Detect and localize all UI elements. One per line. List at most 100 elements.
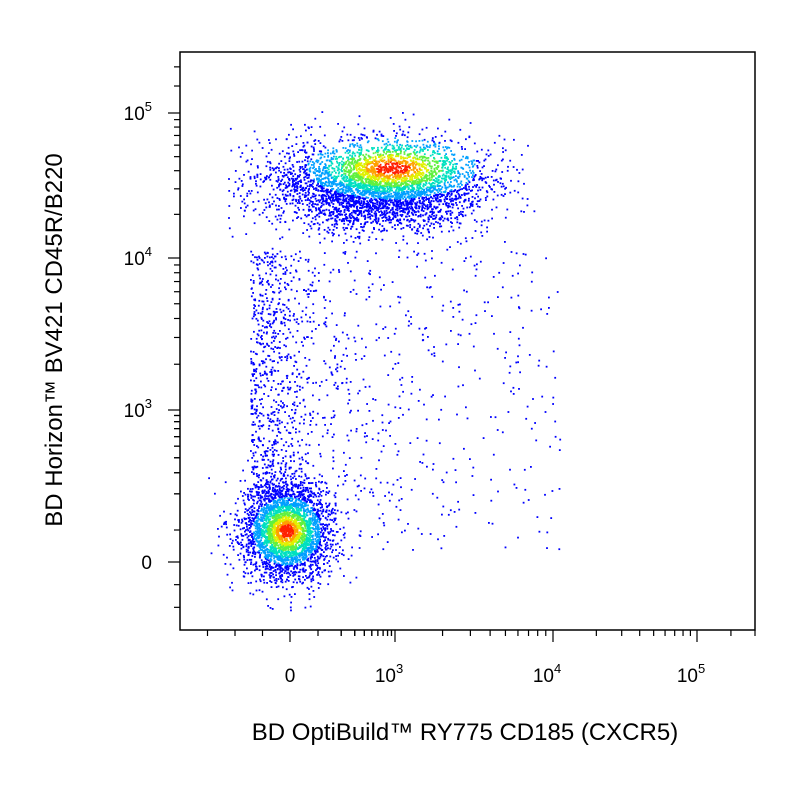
event-dot — [379, 180, 382, 183]
event-dot — [276, 180, 279, 183]
event-dot — [399, 214, 402, 216]
event-dot — [335, 195, 338, 198]
event-dot — [406, 157, 409, 160]
event-dot — [432, 151, 434, 154]
event-dot — [410, 160, 413, 162]
event-dot — [294, 561, 297, 564]
event-dot — [338, 198, 341, 200]
event-dot — [315, 160, 318, 163]
event-dot — [333, 199, 336, 202]
event-dot — [437, 187, 440, 190]
event-dot — [307, 534, 310, 536]
event-dot — [384, 175, 386, 178]
event-dot — [280, 180, 282, 182]
event-dot — [303, 179, 306, 181]
event-dot — [421, 234, 424, 237]
event-dot — [234, 181, 237, 183]
event-dot — [289, 548, 292, 551]
event-dot — [425, 198, 428, 200]
event-dot — [448, 195, 451, 198]
event-dot — [451, 197, 453, 200]
event-dot — [273, 200, 275, 203]
event-dot — [480, 231, 483, 234]
event-dot — [352, 172, 355, 175]
event-dot — [318, 194, 321, 197]
event-dot — [315, 525, 317, 528]
event-dot — [434, 197, 437, 199]
event-dot — [443, 198, 446, 201]
event-dot — [333, 180, 336, 183]
event-dot — [339, 195, 342, 198]
event-dot — [449, 163, 451, 166]
event-dot — [458, 194, 461, 196]
event-dot — [360, 173, 363, 176]
event-dot — [347, 179, 350, 182]
event-dot — [398, 186, 401, 189]
event-dot — [311, 201, 314, 203]
event-dot — [451, 176, 454, 179]
event-dot — [464, 184, 467, 186]
event-dot — [315, 207, 317, 209]
event-dot — [283, 198, 286, 200]
event-dot — [321, 193, 324, 196]
event-dot — [381, 211, 383, 214]
event-dot — [315, 200, 318, 202]
event-dot — [479, 176, 482, 178]
event-dot — [293, 188, 296, 191]
event-dot — [337, 191, 340, 193]
event-dot — [330, 196, 333, 199]
event-dot — [347, 174, 350, 176]
event-dot — [374, 187, 376, 190]
event-dot — [416, 169, 418, 171]
event-dot — [271, 203, 274, 205]
event-dot — [386, 144, 389, 147]
event-dot — [314, 139, 317, 141]
event-dot — [335, 193, 338, 196]
event-dot — [360, 164, 362, 167]
event-dot — [331, 199, 334, 202]
event-dot — [354, 154, 357, 157]
event-dot — [457, 177, 460, 179]
event-dot — [333, 494, 336, 497]
event-dot — [433, 179, 435, 181]
event-dot — [383, 210, 386, 213]
event-dot — [483, 219, 486, 222]
event-dot — [428, 161, 431, 164]
event-dot — [422, 163, 425, 165]
event-dot — [414, 164, 417, 166]
event-dot — [328, 214, 331, 217]
event-dot — [292, 198, 295, 201]
event-dot — [382, 216, 385, 218]
event-dot — [353, 195, 355, 197]
event-dot — [408, 166, 411, 169]
event-dot — [400, 215, 403, 218]
event-dot — [452, 170, 455, 173]
event-dot — [385, 152, 387, 155]
event-dot — [465, 163, 467, 166]
event-dot — [433, 174, 435, 177]
event-dot — [277, 176, 280, 178]
event-dot — [444, 156, 446, 159]
event-dot — [435, 180, 438, 182]
event-dot — [478, 186, 481, 189]
event-dot — [351, 155, 354, 157]
event-dot — [290, 177, 293, 180]
event-dot — [432, 211, 435, 214]
event-dot — [333, 175, 336, 178]
event-dot — [320, 202, 323, 205]
event-dot — [340, 155, 342, 158]
event-dot — [413, 191, 416, 194]
event-dot — [291, 172, 293, 175]
event-dot — [325, 208, 328, 211]
event-dot — [408, 215, 411, 217]
event-dot — [383, 178, 385, 181]
event-dot — [449, 161, 452, 164]
event-dot — [390, 192, 393, 195]
event-dot — [294, 186, 296, 189]
event-dot — [397, 204, 400, 206]
event-dot — [372, 220, 374, 223]
event-dot — [351, 177, 354, 180]
event-dot — [421, 208, 423, 211]
event-dot — [388, 161, 390, 163]
event-dot — [465, 155, 468, 158]
